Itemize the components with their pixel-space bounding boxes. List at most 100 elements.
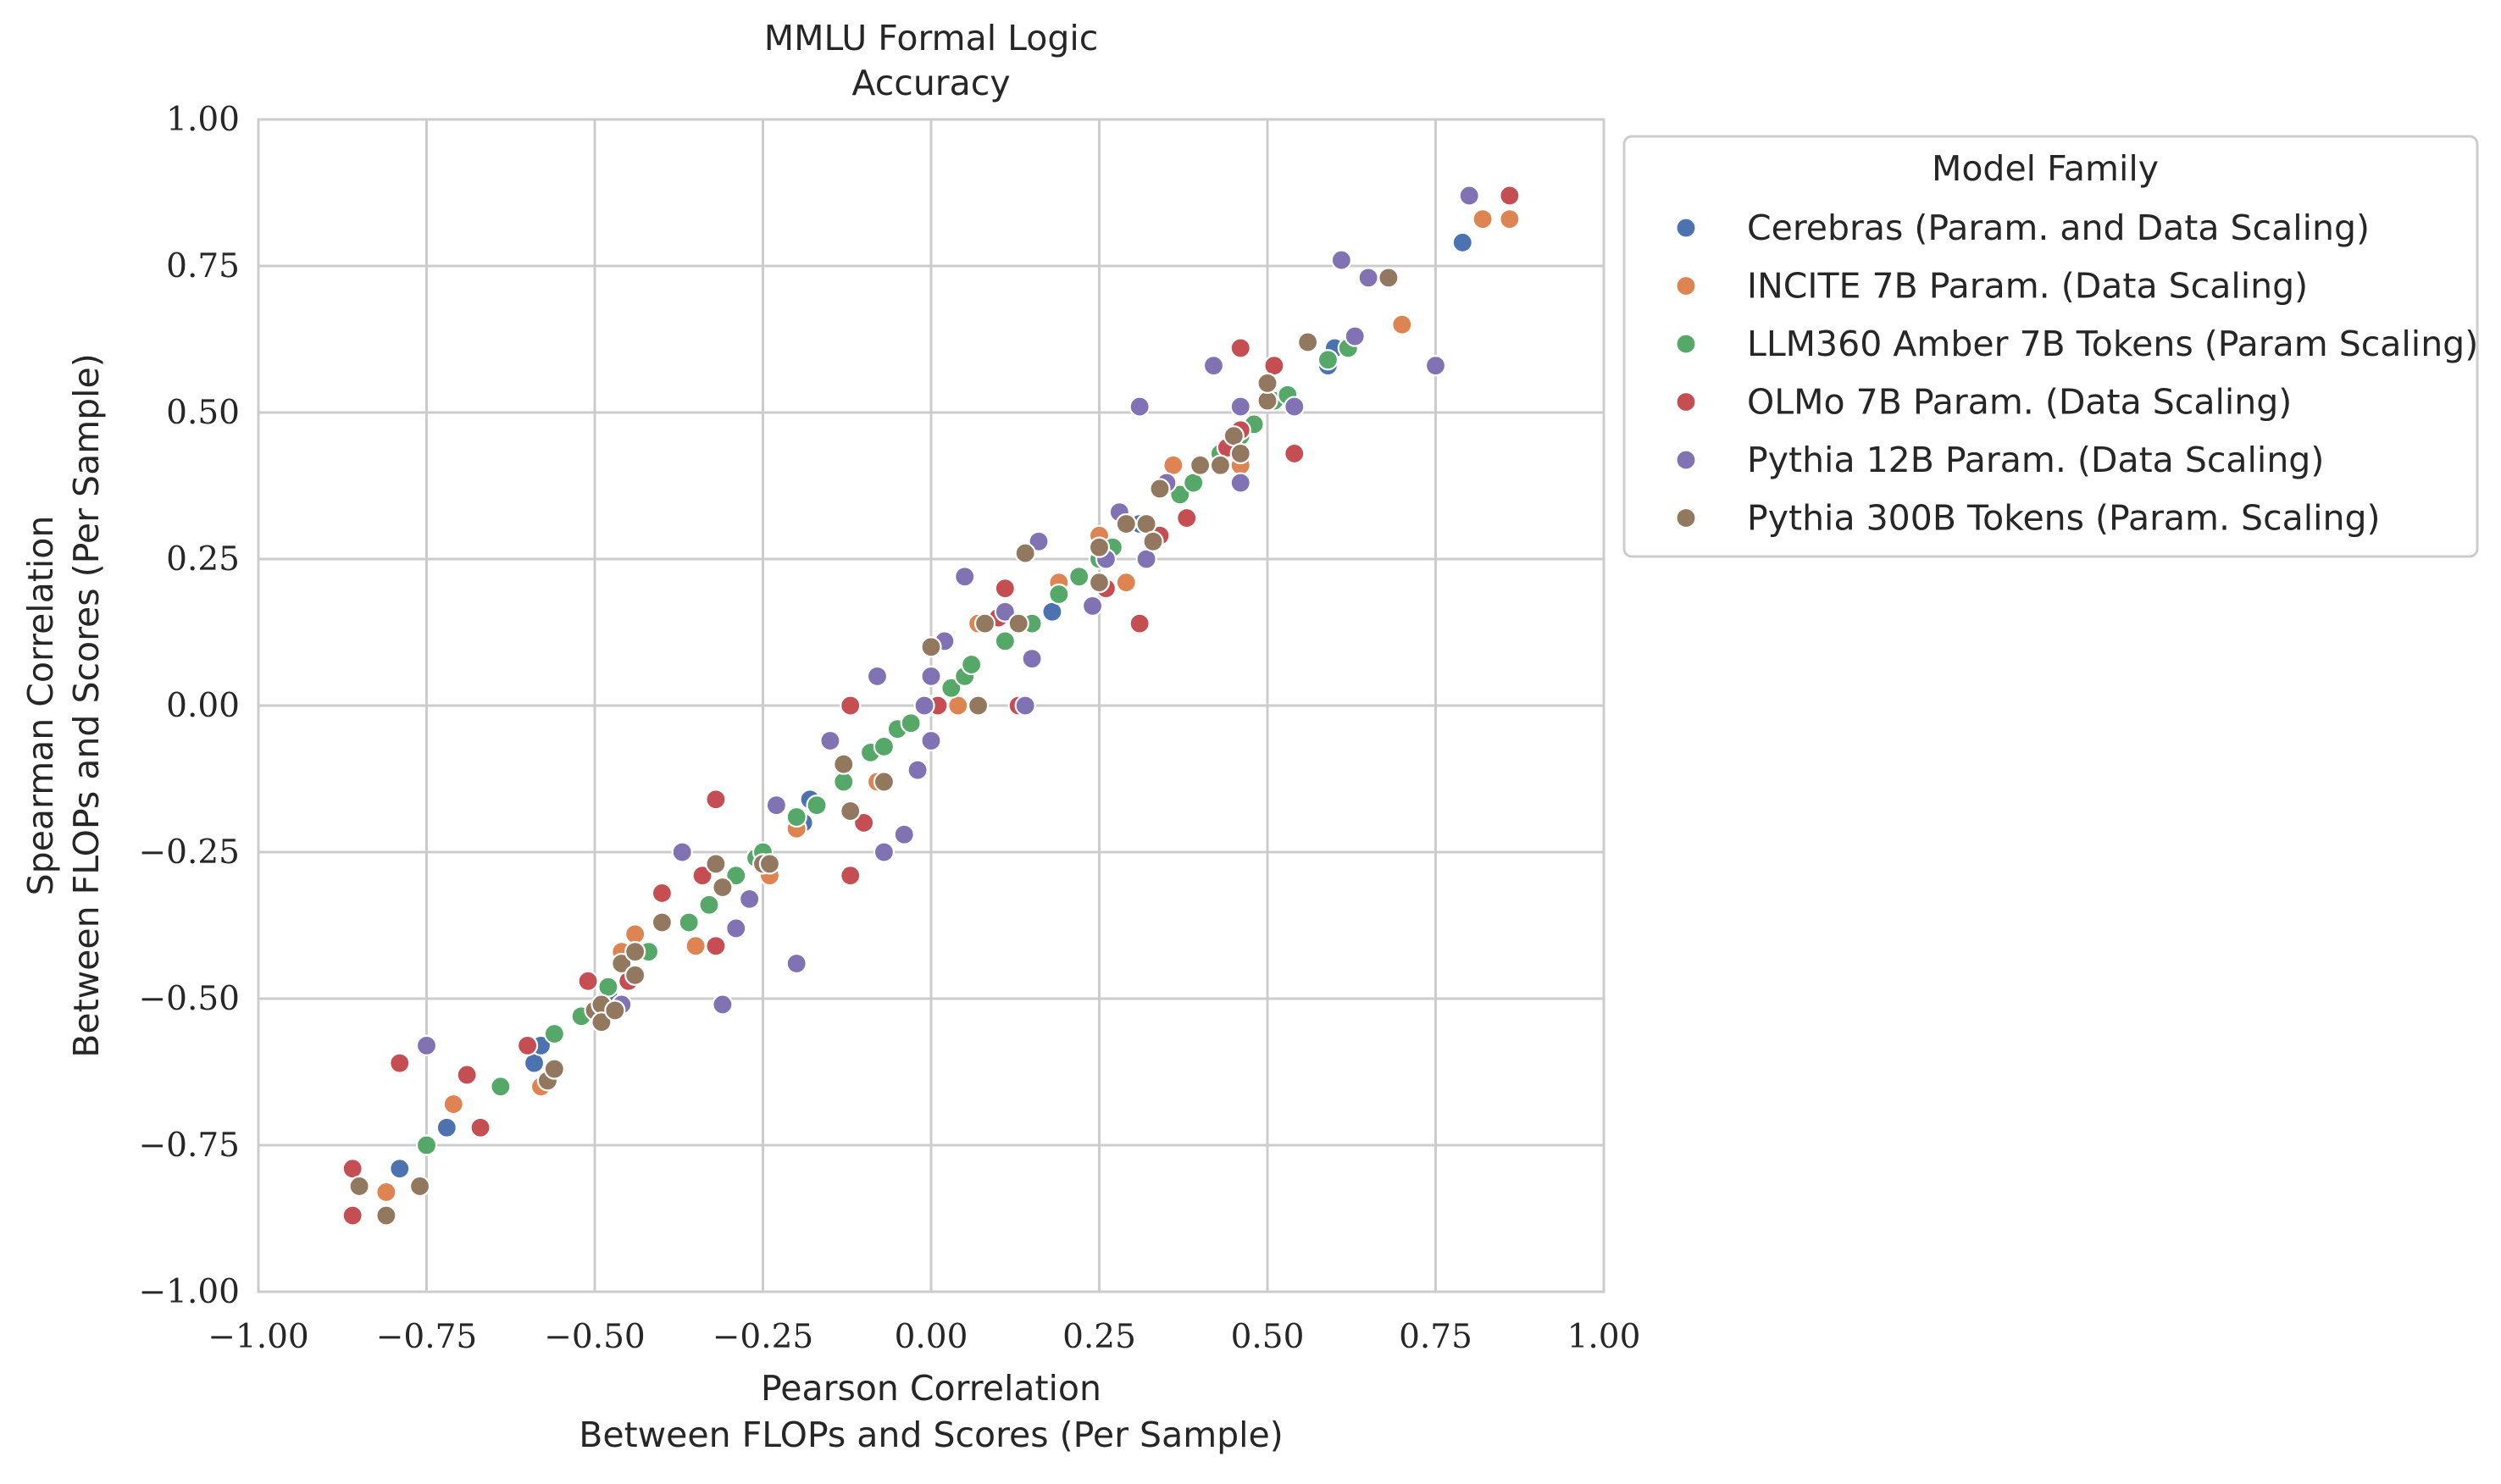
data-point <box>1115 512 1137 535</box>
data-point <box>341 1158 363 1180</box>
data-point <box>840 695 862 717</box>
data-point <box>705 853 727 875</box>
data-point <box>698 894 720 916</box>
data-point <box>1229 396 1251 418</box>
x-tick-label: −1.00 <box>208 1318 309 1356</box>
data-point <box>604 999 626 1022</box>
data-point <box>469 1116 491 1138</box>
data-point <box>1128 612 1151 634</box>
data-point <box>866 665 889 688</box>
data-point <box>1472 208 1494 230</box>
data-point <box>543 1058 565 1080</box>
data-point <box>624 941 646 963</box>
data-point <box>389 1158 411 1180</box>
y-tick-label: −0.75 <box>138 1127 240 1165</box>
data-point <box>967 695 990 717</box>
data-point <box>1142 530 1164 552</box>
y-tick-label: 0.75 <box>166 247 240 285</box>
data-point <box>819 729 841 752</box>
legend-frame <box>1622 135 2479 558</box>
data-point <box>1021 648 1043 670</box>
data-points <box>341 185 1521 1227</box>
data-point <box>973 612 996 634</box>
data-point <box>1014 542 1036 564</box>
data-point <box>873 841 896 863</box>
legend-marker <box>1675 217 1697 239</box>
data-point <box>651 882 674 905</box>
legend-entry-label: Cerebras (Param. and Data Scaling) <box>1747 208 2370 248</box>
y-tick-label: 1.00 <box>166 101 240 139</box>
data-point <box>833 753 855 775</box>
data-point <box>954 566 976 588</box>
data-point <box>1081 595 1104 617</box>
data-point <box>920 665 942 688</box>
data-point <box>577 970 599 992</box>
data-point <box>1458 185 1480 207</box>
legend-marker <box>1675 390 1697 413</box>
x-tick-label: −0.75 <box>376 1318 478 1356</box>
data-point <box>1209 454 1232 476</box>
data-point <box>920 729 942 752</box>
data-point <box>597 976 619 998</box>
data-point <box>1284 396 1306 418</box>
data-point <box>341 1204 363 1227</box>
data-point <box>1135 548 1157 570</box>
data-point <box>1068 566 1090 588</box>
data-point <box>1451 231 1473 253</box>
data-point <box>1048 583 1070 606</box>
data-point <box>1223 425 1245 447</box>
data-point <box>712 994 734 1016</box>
data-point <box>1189 454 1212 476</box>
data-point <box>651 911 674 933</box>
data-point <box>852 811 875 834</box>
x-tick-label: 0.75 <box>1399 1318 1472 1356</box>
y-tick-label: −0.25 <box>138 833 240 872</box>
legend-marker <box>1675 449 1697 471</box>
data-point <box>1330 249 1352 271</box>
data-point <box>994 601 1016 623</box>
data-point <box>1284 442 1306 465</box>
data-point <box>523 1052 546 1074</box>
y-tick-label: 0.50 <box>166 394 240 432</box>
data-point <box>543 1022 565 1045</box>
data-point <box>1162 454 1184 476</box>
data-point <box>806 795 828 817</box>
data-point <box>1007 612 1029 634</box>
data-point <box>705 935 727 957</box>
data-point <box>907 759 929 781</box>
y-tick-labels: −1.00 −0.75 −0.50 −0.25 0.00 0.25 0.50 0.75 1.00 <box>138 101 240 1311</box>
data-point <box>739 888 761 910</box>
data-point <box>348 1175 370 1198</box>
y-tick-label: −1.00 <box>138 1273 240 1311</box>
data-point <box>758 853 781 875</box>
data-point <box>1128 396 1151 418</box>
data-point <box>624 923 646 945</box>
data-point <box>1135 512 1157 535</box>
legend-marker <box>1675 274 1697 297</box>
data-point <box>1088 572 1111 594</box>
data-point <box>1202 355 1225 377</box>
data-point <box>1149 478 1171 500</box>
data-point <box>873 735 896 758</box>
data-point <box>712 876 734 899</box>
data-point <box>940 677 962 699</box>
data-point <box>705 789 727 811</box>
data-point <box>671 841 693 863</box>
data-point <box>611 952 633 975</box>
data-point <box>1115 572 1137 594</box>
data-point <box>678 911 700 933</box>
x-tick-label: 0.00 <box>895 1318 968 1356</box>
data-point <box>765 795 787 817</box>
data-point <box>691 865 713 887</box>
data-point <box>785 806 807 828</box>
legend: Model Family Cerebras (Param. and Data Sc… <box>1622 135 2479 558</box>
legend-marker <box>1675 333 1697 355</box>
data-point <box>442 1093 464 1116</box>
data-point <box>624 964 646 986</box>
data-point <box>725 917 747 939</box>
data-point <box>1229 442 1251 465</box>
data-point <box>1317 349 1339 371</box>
data-point <box>1499 208 1521 230</box>
data-point <box>375 1181 397 1203</box>
data-point <box>920 636 942 658</box>
